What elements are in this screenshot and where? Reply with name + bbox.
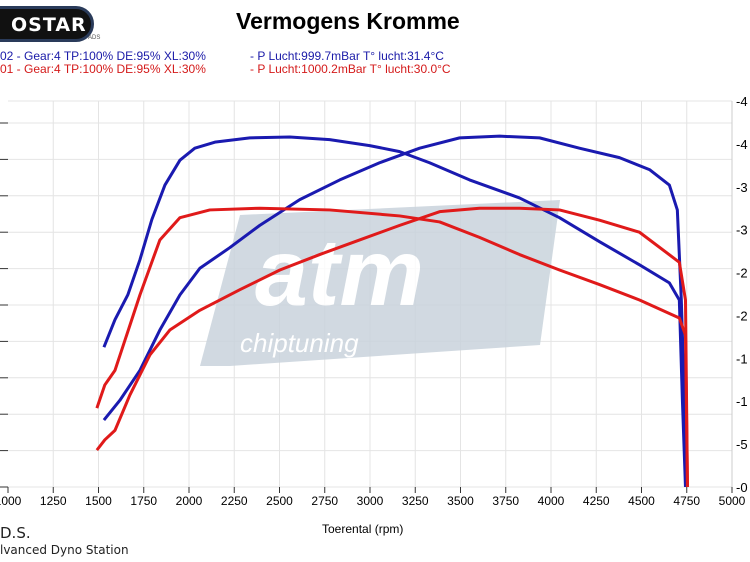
x-axis-label: Toerental (rpm) (322, 522, 404, 536)
legend-run-01: 01 - Gear:4 TP:100% DE:95% XL:30% - P Luc… (0, 62, 451, 76)
watermark: atm chiptuning (200, 200, 560, 366)
right-y-tick-label: -4 (736, 137, 748, 152)
x-tick-label: 4000 (538, 494, 565, 508)
legend-run-01-text: 01 - Gear:4 TP:100% DE:95% XL:30% (0, 62, 206, 76)
right-y-tick-label: -4 (736, 94, 748, 109)
x-tick-label: 4500 (628, 494, 655, 508)
legend-run-01-conditions: - P Lucht:1000.2mBar T° lucht:30.0°C (250, 62, 451, 76)
footer-ads: D.S. (0, 524, 31, 542)
footer-station: lvanced Dyno Station (0, 543, 129, 557)
x-tick-label: 5000 (719, 494, 746, 508)
series-line-01-curve-b (95, 206, 689, 488)
x-tick-label: 1500 (85, 494, 112, 508)
x-tick-label: 3000 (357, 494, 384, 508)
watermark-shape (200, 200, 560, 366)
right-y-tick-label: -3 (736, 223, 748, 238)
legend-run-02: 02 - Gear:4 TP:100% DE:95% XL:30% - P Luc… (0, 49, 444, 63)
x-tick-label: 3750 (492, 494, 519, 508)
watermark-sub: chiptuning (240, 328, 359, 358)
series-line-01-curve-a (95, 206, 689, 488)
legend-run-02-conditions: - P Lucht:999.7mBar T° lucht:31.4°C (250, 49, 444, 63)
dynostar-logo: OSTAR (0, 6, 94, 42)
x-tick-label: 2000 (176, 494, 203, 508)
x-tick-label: 4250 (583, 494, 610, 508)
right-y-tick-label: -3 (736, 180, 748, 195)
x-tick-label: 3500 (447, 494, 474, 508)
x-tick-label: 3250 (402, 494, 429, 508)
x-tick-label: 2750 (311, 494, 338, 508)
series-line-02-curve-b (102, 134, 688, 488)
logo-text: OSTAR (11, 14, 87, 36)
watermark-brand: atm (255, 220, 424, 326)
x-tick-label: 1250 (40, 494, 67, 508)
logo-subtext: ADS (88, 35, 101, 41)
chart-title: Vermogens Kromme (236, 8, 460, 34)
right-y-tick-label: -1 (736, 351, 748, 366)
legend-run-02-text: 02 - Gear:4 TP:100% DE:95% XL:30% (0, 49, 206, 63)
axis-ticks: 1000 1250 1500 1750 2000 2250 2500 2750 3000 3250… (0, 94, 748, 508)
series-line-02-curve-a (102, 135, 687, 488)
x-tick-label: 1000 (0, 494, 22, 508)
right-y-tick-label: -2 (736, 266, 748, 281)
right-y-tick-label: -5 (736, 437, 748, 452)
x-tick-label: 1750 (130, 494, 157, 508)
x-tick-label: 4750 (673, 494, 700, 508)
right-y-tick-label: -1 (736, 394, 748, 409)
x-tick-label: 2250 (221, 494, 248, 508)
right-y-tick-label: -2 (736, 308, 748, 323)
series-lines (95, 134, 689, 488)
right-y-tick-label: -0 (736, 480, 748, 495)
x-tick-label: 2500 (266, 494, 293, 508)
